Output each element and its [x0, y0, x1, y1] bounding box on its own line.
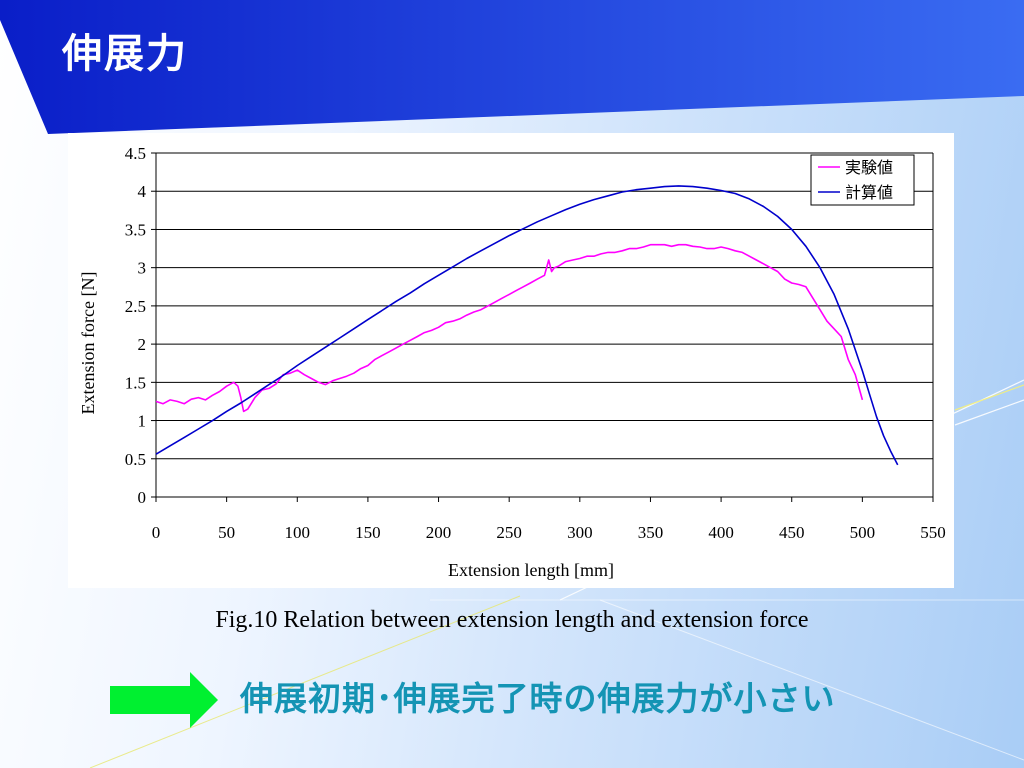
x-tick-label: 300 — [567, 523, 593, 542]
y-tick-label: 2 — [138, 335, 147, 354]
series-line-calculated — [155, 185, 899, 466]
chart-legend: 実験値 計算値 — [810, 154, 915, 206]
legend-label-experimental: 実験値 — [845, 158, 893, 177]
title-banner — [0, 0, 1024, 134]
x-tick-label: 100 — [285, 523, 311, 542]
x-tick-label: 450 — [779, 523, 805, 542]
y-tick-label: 4.5 — [125, 144, 146, 163]
x-tick-label: 0 — [152, 523, 161, 542]
legend-box — [810, 154, 915, 206]
legend-label-calculated: 計算値 — [845, 183, 893, 202]
x-tick-label: 500 — [850, 523, 876, 542]
y-axis-label: Extension force [N] — [78, 272, 98, 415]
x-tick-label: 400 — [708, 523, 734, 542]
figure-caption: Fig.10 Relation between extension length… — [215, 607, 809, 633]
slide-title: 伸展力 — [62, 31, 188, 77]
chart-panel: 0 0.5 1 1.5 2 2.5 3 3.5 4 4.5 0 50 100 150 200 250 300 3… — [68, 133, 954, 588]
y-tick-label: 3.5 — [125, 220, 146, 239]
y-tick-label: 0.5 — [125, 450, 146, 469]
x-tick-label: 150 — [355, 523, 381, 542]
y-tick-label: 0 — [138, 488, 147, 507]
x-tick-label: 200 — [426, 523, 452, 542]
y-tick-label: 3 — [138, 259, 147, 278]
extension-force-chart: 0 0.5 1 1.5 2 2.5 3 3.5 4 4.5 0 50 100 150 200 250 300 3… — [78, 144, 946, 580]
x-axis-label: Extension length [mm] — [448, 560, 614, 580]
x-tick-label: 550 — [920, 523, 946, 542]
y-tick-label: 1.5 — [125, 373, 146, 392]
x-tick-label: 50 — [218, 523, 235, 542]
gridlines — [151, 152, 934, 502]
x-tick-labels: 0 50 100 150 200 250 300 350 400 450 500 550 — [152, 523, 946, 542]
y-tick-label: 1 — [138, 412, 147, 431]
series-lines — [155, 185, 899, 466]
right-arrow-icon — [110, 672, 218, 728]
x-tick-label: 250 — [496, 523, 522, 542]
y-tick-label: 4 — [138, 182, 147, 201]
conclusion-text: 伸展初期･伸展完了時の伸展力が小さい — [240, 679, 836, 718]
x-tick-label: 350 — [638, 523, 664, 542]
y-tick-labels: 0 0.5 1 1.5 2 2.5 3 3.5 4 4.5 — [125, 144, 147, 507]
y-tick-label: 2.5 — [125, 297, 146, 316]
series-line-experimental — [155, 243, 864, 413]
